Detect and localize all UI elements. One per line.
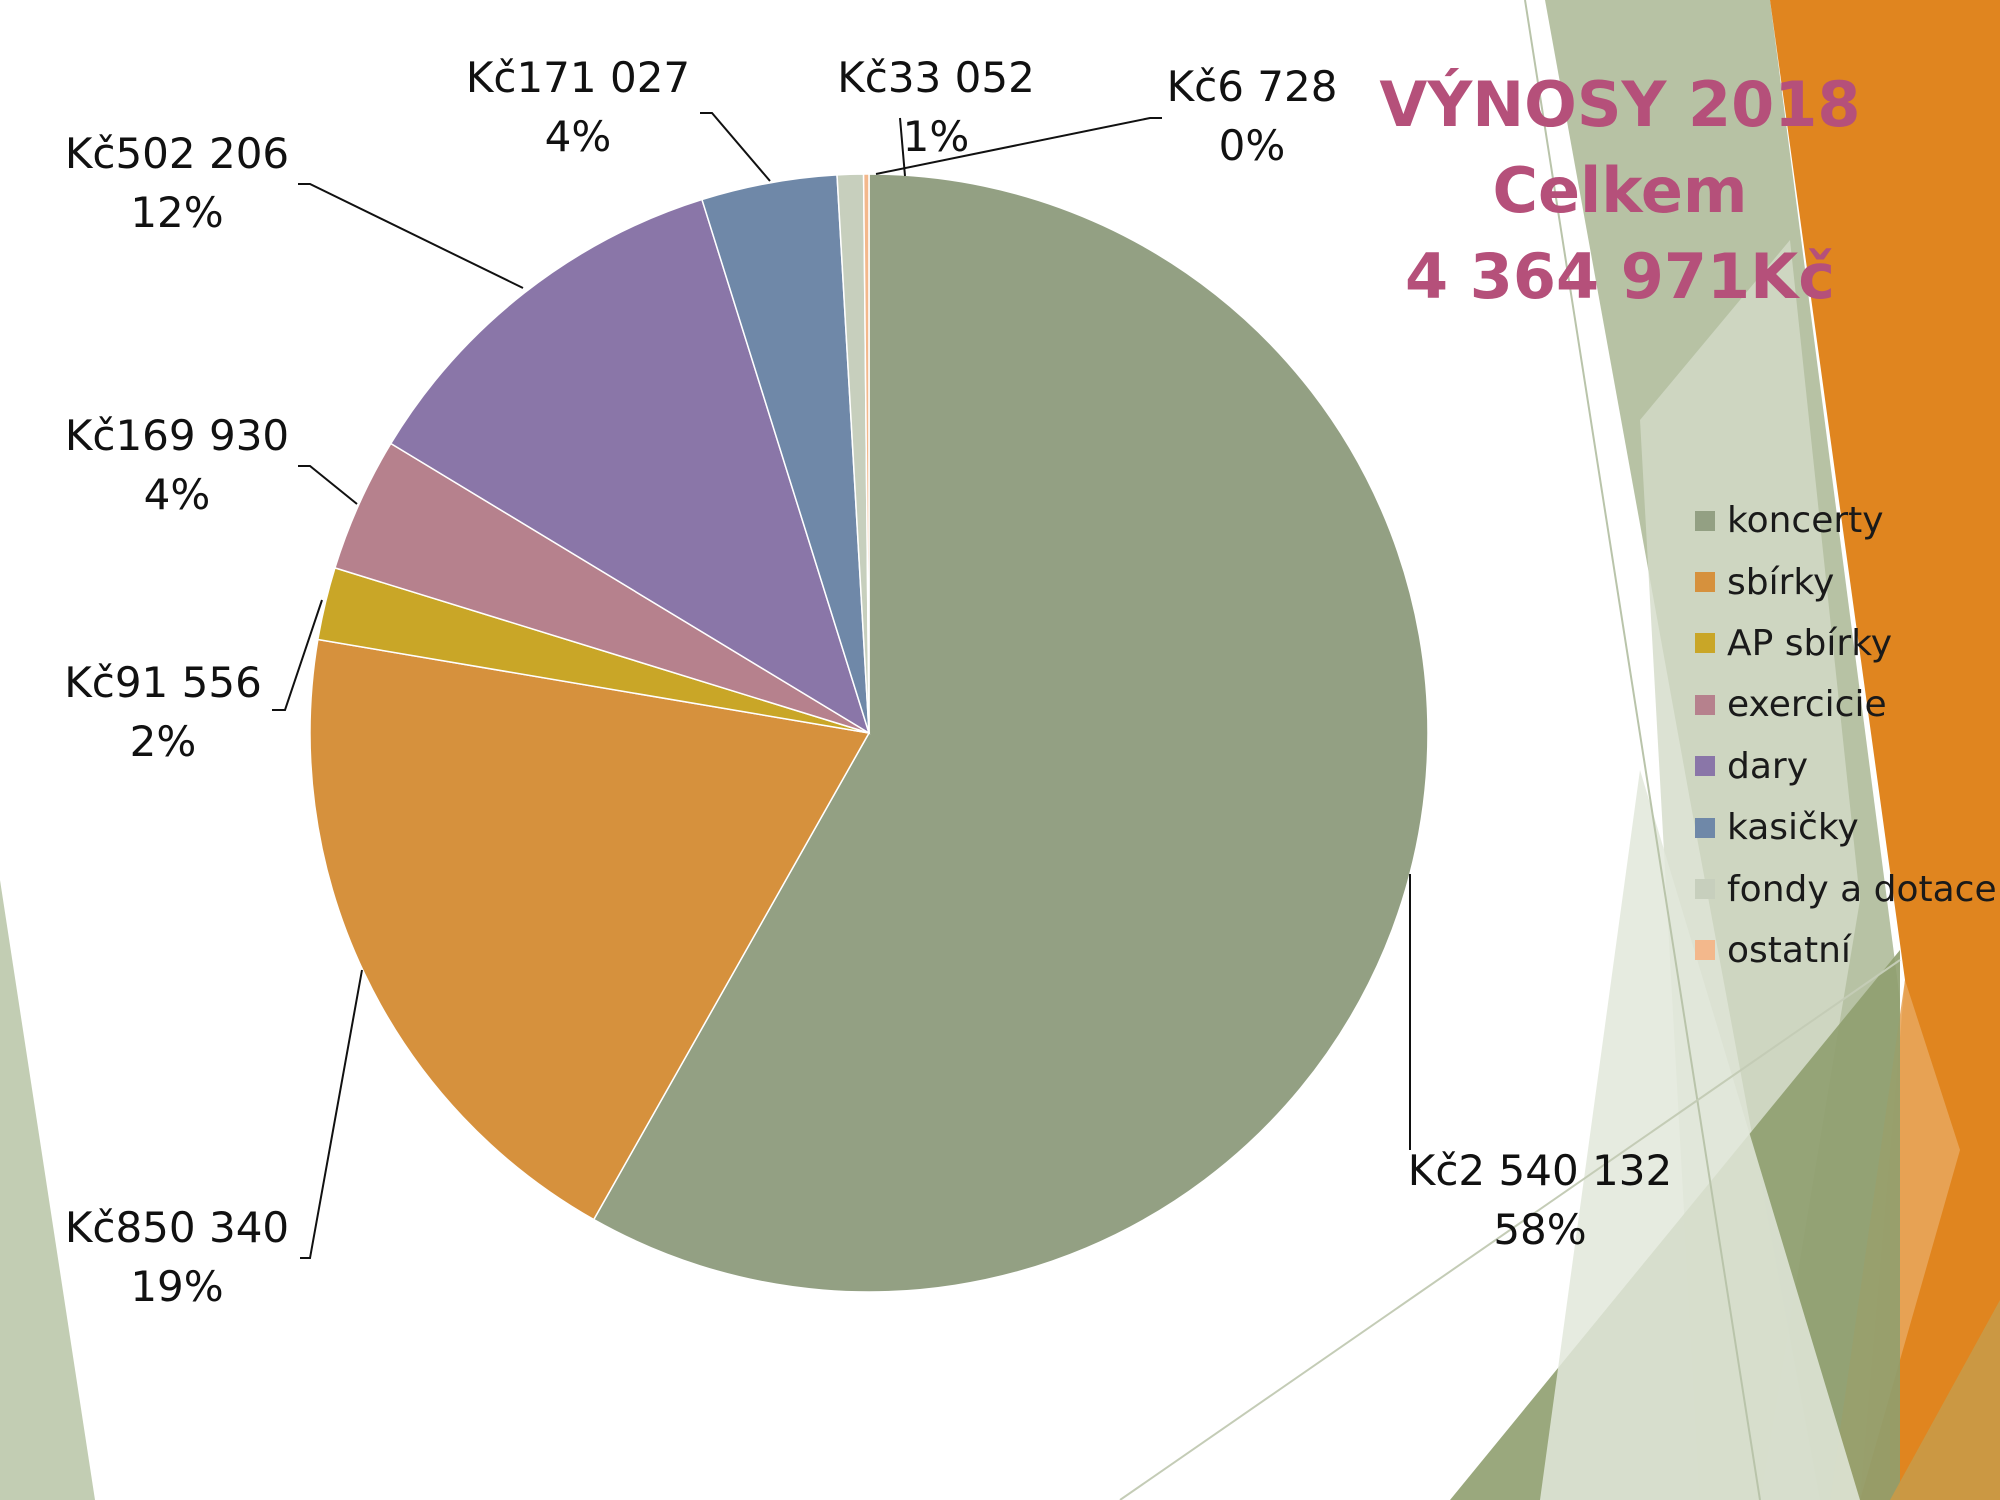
legend-item: kasičky xyxy=(1695,797,1997,858)
legend-label: sbírky xyxy=(1727,561,1835,603)
legend-swatch xyxy=(1695,940,1715,961)
data-label-percent: 58% xyxy=(1493,1205,1586,1254)
pie-slice-ostatní xyxy=(862,173,870,734)
data-label-percent: 19% xyxy=(130,1262,223,1311)
legend-swatch xyxy=(1695,879,1715,900)
pie-slice-dary xyxy=(389,198,871,735)
leader-lines xyxy=(272,112,1411,1259)
data-label-value: Kč169 930 xyxy=(65,411,289,460)
legend-label: koncerty xyxy=(1727,500,1884,542)
data-label-percent: 4% xyxy=(545,112,612,161)
deco-orange-bottom-right xyxy=(1890,1300,2000,1500)
deco-left-stripe xyxy=(0,880,95,1500)
legend-item: fondy a dotace xyxy=(1695,858,1997,919)
deco-light-bottom xyxy=(1540,770,1860,1500)
leader-line xyxy=(875,117,1162,175)
data-labels: Kč2 540 132 58% Kč850 340 19% Kč91 556 2% Kč16… xyxy=(64,53,1672,1311)
data-label-percent: 12% xyxy=(130,188,223,237)
legend-swatch xyxy=(1695,510,1715,531)
title-line-3: 4 364 971Kč xyxy=(1405,240,1835,313)
legend-item: ostatní xyxy=(1695,920,1997,981)
deco-thin-line-2 xyxy=(1119,959,1901,1500)
leader-line xyxy=(272,599,323,711)
data-label-percent: 0% xyxy=(1219,121,1286,170)
legend-item: koncerty xyxy=(1695,490,1997,551)
legend-label: AP sbírky xyxy=(1727,622,1893,664)
data-label-percent: 2% xyxy=(130,717,197,766)
legend-swatch xyxy=(1695,756,1715,777)
legend-swatch xyxy=(1695,694,1715,715)
title-line-1: VÝNOSY 2018 xyxy=(1379,68,1861,141)
chart-legend: koncerty sbírky AP sbírky exercicie dary kasi… xyxy=(1695,490,1997,981)
legend-label: exercicie xyxy=(1727,684,1887,726)
data-label-value: Kč91 556 xyxy=(64,658,262,707)
legend-label: fondy a dotace xyxy=(1727,868,1997,910)
data-label-value: Kč2 540 132 xyxy=(1408,1146,1672,1195)
data-label-value: Kč850 340 xyxy=(65,1203,289,1252)
chart-title: VÝNOSY 2018 Celkem 4 364 971Kč xyxy=(1330,62,1910,320)
legend-label: dary xyxy=(1727,745,1809,787)
legend-item: exercicie xyxy=(1695,674,1997,735)
leader-line xyxy=(300,969,363,1259)
title-line-2: Celkem xyxy=(1492,154,1748,227)
legend-swatch xyxy=(1695,817,1715,838)
legend-item: dary xyxy=(1695,736,1997,797)
data-label-value: Kč502 206 xyxy=(65,129,289,178)
legend-item: AP sbírky xyxy=(1695,613,1997,674)
data-label-percent: 4% xyxy=(144,470,211,519)
data-label-value: Kč171 027 xyxy=(466,53,690,102)
legend-swatch xyxy=(1695,572,1715,593)
data-label-value: Kč33 052 xyxy=(837,53,1035,102)
deco-thin-line-1 xyxy=(1524,0,1761,1500)
leader-line xyxy=(899,117,906,177)
legend-item: sbírky xyxy=(1695,551,1997,612)
leader-line xyxy=(298,183,524,289)
pie-slices xyxy=(309,173,1429,1293)
legend-swatch xyxy=(1695,633,1715,654)
data-label-percent: 1% xyxy=(903,112,970,161)
leader-line xyxy=(298,465,358,505)
pie-slice-sbírky xyxy=(309,638,871,1221)
data-label-value: Kč6 728 xyxy=(1167,62,1338,111)
legend-label: ostatní xyxy=(1727,929,1851,971)
leader-line xyxy=(700,112,771,182)
legend-label: kasičky xyxy=(1727,807,1859,849)
